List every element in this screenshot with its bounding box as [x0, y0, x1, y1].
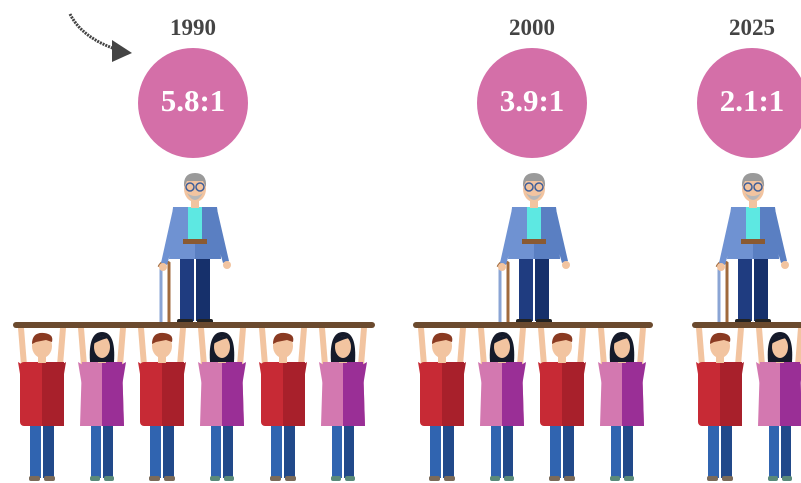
worker	[756, 328, 801, 481]
year: 2000	[509, 15, 555, 40]
beam	[413, 322, 653, 328]
worker	[78, 328, 126, 481]
worker	[538, 328, 586, 481]
worker	[259, 328, 307, 481]
panel: 2025 2.1:1	[692, 15, 801, 481]
worker	[18, 328, 66, 481]
panel: 2000 3.9:1	[413, 15, 653, 481]
panel: 1990 5.8:1	[13, 15, 375, 481]
worker	[198, 328, 246, 481]
elder	[159, 173, 231, 325]
worker	[418, 328, 466, 481]
infographic: 1990 5.8:1 2000 3.9:1 2025 2.1:1	[0, 0, 801, 483]
worker	[319, 328, 367, 481]
worker	[598, 328, 646, 481]
worker	[696, 328, 744, 481]
arrow	[70, 14, 118, 50]
ratio: 3.9:1	[500, 83, 565, 118]
elder	[498, 173, 570, 325]
year: 1990	[170, 15, 216, 40]
worker	[478, 328, 526, 481]
beam	[13, 322, 375, 328]
year: 2025	[729, 15, 775, 40]
ratio: 5.8:1	[161, 83, 226, 118]
beam	[692, 322, 801, 328]
worker	[138, 328, 186, 481]
elder	[717, 173, 789, 325]
ratio: 2.1:1	[720, 83, 785, 118]
arrow-head	[112, 40, 132, 62]
